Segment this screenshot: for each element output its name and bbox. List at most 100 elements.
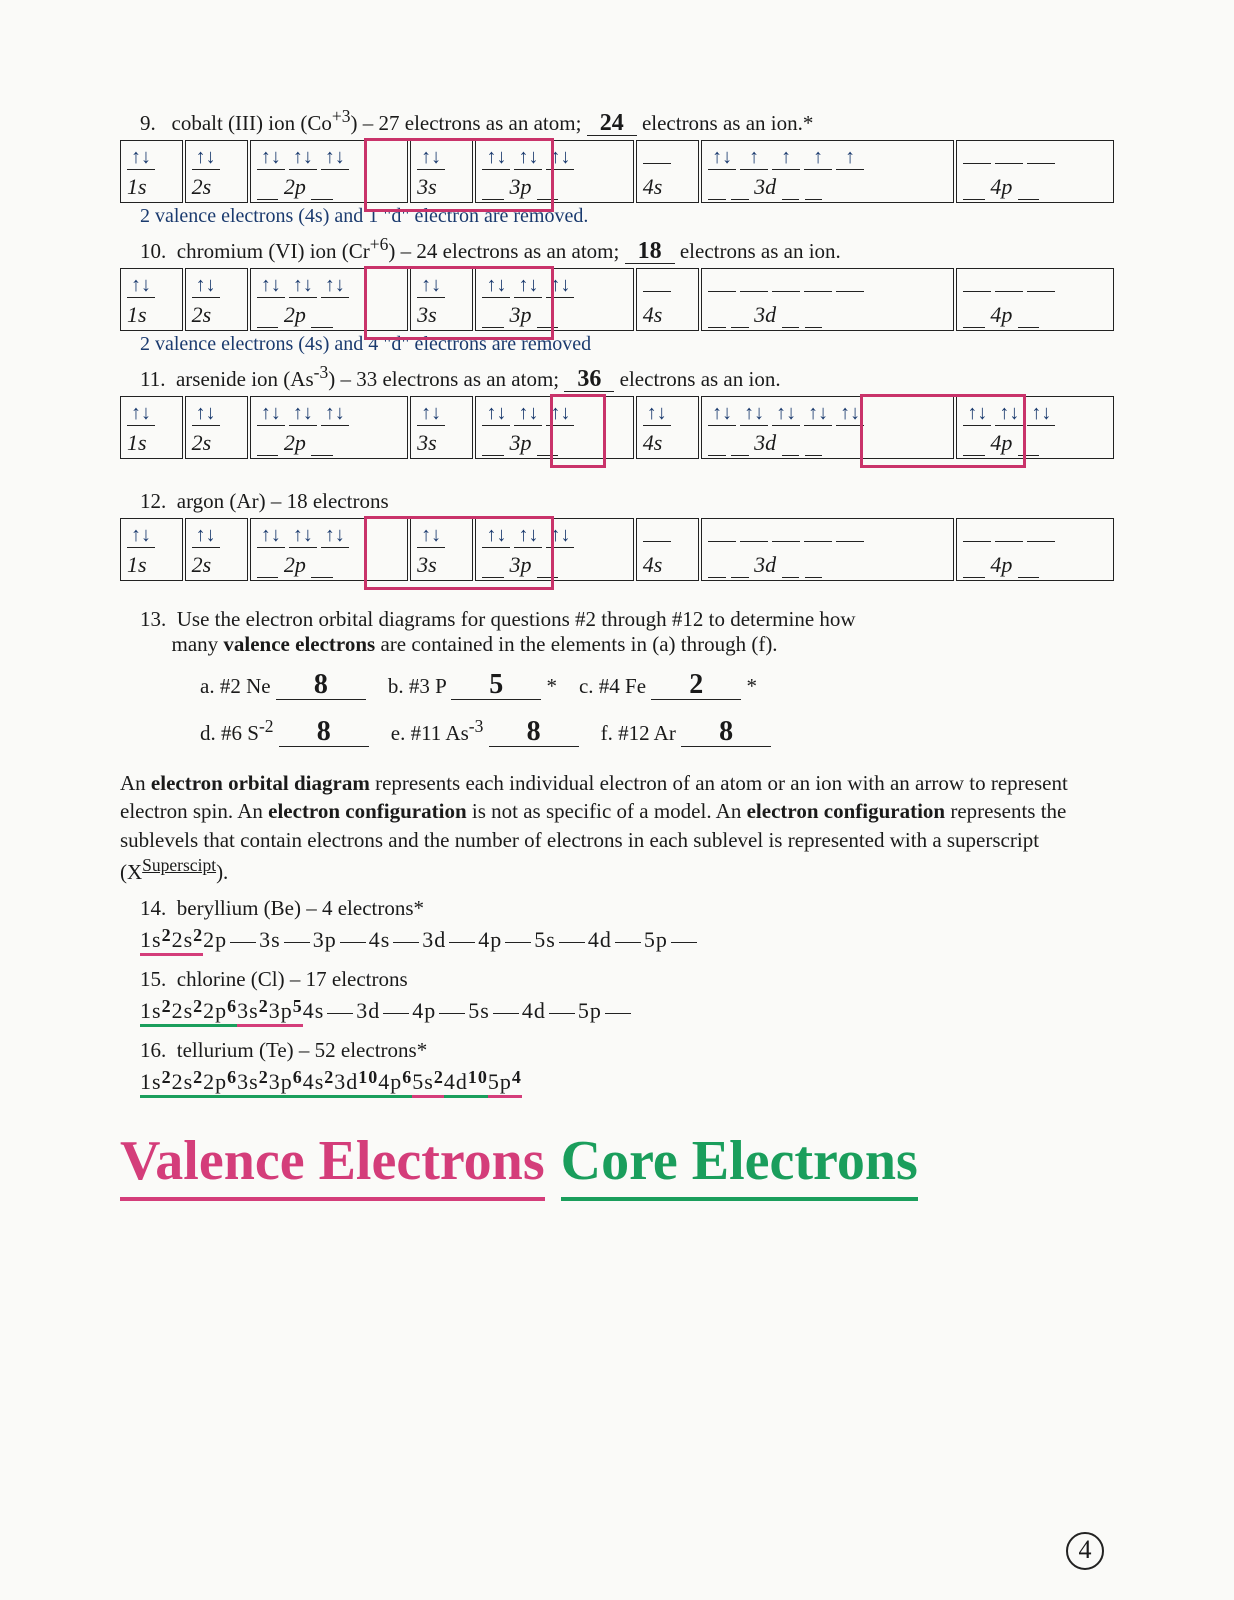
- cfg-2s: 2s2: [172, 927, 204, 953]
- q11-3d2: ↑↓: [772, 402, 800, 426]
- q11-l1s: 1s: [121, 428, 184, 459]
- q13-subs: a. #2 Ne 8 b. #3 P 5 * c. #4 Fe 2 * d. #…: [200, 667, 1114, 751]
- cfg-4p: 4p6: [378, 1069, 412, 1095]
- q11-4p2: ↑↓: [1027, 402, 1055, 426]
- q10-l4s: 4s: [635, 300, 700, 331]
- q10-1s: ↑↓: [127, 274, 155, 298]
- q11-l2p: 2p: [284, 430, 306, 455]
- q12-3d4: [836, 541, 864, 542]
- q9-1s: ↑↓: [127, 146, 155, 170]
- q16-line: 16. tellurium (Te) – 52 electrons*: [140, 1038, 1114, 1063]
- q9-3p1: ↑↓: [514, 146, 542, 170]
- q11-1s: ↑↓: [127, 402, 155, 426]
- cfg-4p: 4p: [478, 927, 534, 953]
- cfg-4d: 4d: [588, 927, 644, 953]
- q11-l4s: 4s: [635, 428, 700, 459]
- q9-note: 2 valence electrons (4s) and 1 "d" elect…: [140, 205, 1114, 228]
- q14-text: beryllium (Be) – 4 electrons*: [177, 896, 424, 920]
- q10-3s: ↑↓: [417, 274, 445, 298]
- q13b: b. #3 P 5 *: [388, 671, 557, 700]
- q13f: f. #12 Ar 8: [601, 718, 772, 747]
- q9-table-wrap: ↑↓ ↑↓ ↑↓↑↓↑↓ ↑↓ ↑↓↑↓↑↓ ↑↓↑↑↑↑ 1s 2s 2p 3…: [120, 140, 1114, 203]
- q13-num: 13.: [140, 607, 166, 631]
- q12-3p2: ↑↓: [546, 524, 574, 548]
- cfg-4s: 4s: [369, 927, 423, 953]
- q12-2p2: ↑↓: [321, 524, 349, 548]
- q11-3p2: ↑↓: [546, 402, 574, 426]
- q11-charge: -3: [314, 362, 329, 382]
- q10-l3s: 3s: [409, 300, 474, 331]
- q11-3p0: ↑↓: [482, 402, 510, 426]
- q11-answer: 36: [564, 367, 614, 392]
- q12-l4p: 4p: [990, 552, 1012, 577]
- q11-2s: ↑↓: [192, 402, 220, 426]
- q10-2p1: ↑↓: [289, 274, 317, 298]
- q11-2p2: ↑↓: [321, 402, 349, 426]
- lbl-4p: 4p: [990, 174, 1012, 199]
- worksheet-page: 9. cobalt (III) ion (Co+3) – 27 electron…: [0, 0, 1234, 1600]
- q14-line: 14. beryllium (Be) – 4 electrons*: [140, 896, 1114, 921]
- lbl-1s: 1s: [121, 172, 184, 203]
- q13-line: 13. Use the electron orbital diagrams fo…: [140, 607, 1114, 657]
- q10-2p2: ↑↓: [321, 274, 349, 298]
- q13f-a: 8: [681, 718, 771, 747]
- lbl-2p: 2p: [284, 174, 306, 199]
- q10-l2p: 2p: [284, 302, 306, 327]
- q10-tb: ) – 24 electrons as an atom;: [388, 239, 619, 263]
- q11-3d0: ↑↓: [708, 402, 736, 426]
- q12-l2s: 2s: [184, 550, 249, 581]
- q9-3p0: ↑↓: [482, 146, 510, 170]
- page-number: 4: [1066, 1532, 1104, 1570]
- q9-ta: cobalt (III) ion (Co: [172, 111, 332, 135]
- q9-tc: electrons as an ion.*: [642, 111, 813, 135]
- q12-orbital-table: ↑↓ ↑↓ ↑↓↑↓↑↓ ↑↓ ↑↓↑↓↑↓ 1s 2s 2p 3s 3p 4s…: [120, 518, 1114, 581]
- q10-4s: [643, 291, 671, 292]
- q11-3p1: ↑↓: [514, 402, 542, 426]
- q11-table-wrap: ↑↓ ↑↓ ↑↓↑↓↑↓ ↑↓ ↑↓↑↓↑↓ ↑↓ ↑↓↑↓↑↓↑↓↑↓ ↑↓↑…: [120, 396, 1114, 459]
- q10-4p0: [963, 291, 991, 292]
- q13b-l: b. #3 P: [388, 674, 446, 698]
- q12-l3p: 3p: [509, 552, 531, 577]
- q12-l3d: 3d: [754, 552, 776, 577]
- q12-3p1: ↑↓: [514, 524, 542, 548]
- p-b3: electron configuration: [747, 799, 946, 823]
- cfg-3d: 3d10: [334, 1069, 378, 1095]
- q13-bold: valence electrons: [223, 632, 375, 656]
- q16-text: tellurium (Te) – 52 electrons*: [177, 1038, 427, 1062]
- q12-l2p: 2p: [284, 552, 306, 577]
- q10-answer: 18: [625, 239, 675, 264]
- cfg-1s: 1s2: [140, 998, 172, 1024]
- q11-tb: ) – 33 electrons as an atom;: [328, 367, 559, 391]
- q13-l3: are contained in the elements in (a) thr…: [375, 632, 777, 656]
- q13e-a: 8: [489, 718, 579, 747]
- q11-l3s: 3s: [409, 428, 474, 459]
- cfg-3p: 3p5: [269, 998, 303, 1024]
- q9-line: 9. cobalt (III) ion (Co+3) – 27 electron…: [140, 106, 1114, 136]
- q11-tc: electrons as an ion.: [620, 367, 781, 391]
- q15-line: 15. chlorine (Cl) – 17 electrons: [140, 967, 1114, 992]
- cfg-2p: 2p6: [203, 1069, 237, 1095]
- q12-3d0: [708, 541, 736, 542]
- q10-line: 10. chromium (VI) ion (Cr+6) – 24 electr…: [140, 234, 1114, 264]
- q13d: d. #6 S-2 8: [200, 716, 369, 747]
- q13c-a: 2: [651, 671, 741, 700]
- q9-3d4: ↑: [836, 146, 864, 170]
- q11-l2s: 2s: [184, 428, 249, 459]
- cfg-4s: 4s: [303, 998, 357, 1024]
- cfg-4d: 4d: [522, 998, 578, 1024]
- q9-4p0: [963, 163, 991, 164]
- cfg-3d: 3d: [422, 927, 478, 953]
- q12-4s: [643, 541, 671, 542]
- q9-charge: +3: [332, 106, 351, 126]
- q12-3p0: ↑↓: [482, 524, 510, 548]
- q12-table-wrap: ↑↓ ↑↓ ↑↓↑↓↑↓ ↑↓ ↑↓↑↓↑↓ 1s 2s 2p 3s 3p 4s…: [120, 518, 1114, 581]
- q10-note: 2 valence electrons (4s) and 4 "d" elect…: [140, 333, 1114, 356]
- q9-answer: 24: [587, 111, 637, 136]
- q9-4p1: [995, 163, 1023, 164]
- q10-3d3: [804, 291, 832, 292]
- q11-orbital-table: ↑↓ ↑↓ ↑↓↑↓↑↓ ↑↓ ↑↓↑↓↑↓ ↑↓ ↑↓↑↓↑↓↑↓↑↓ ↑↓↑…: [120, 396, 1114, 459]
- q13-l1: Use the electron orbital diagrams for qu…: [177, 607, 856, 631]
- q12-4p1: [995, 541, 1023, 542]
- q11-l3d: 3d: [754, 430, 776, 455]
- cfg-2p: 2p: [203, 927, 259, 953]
